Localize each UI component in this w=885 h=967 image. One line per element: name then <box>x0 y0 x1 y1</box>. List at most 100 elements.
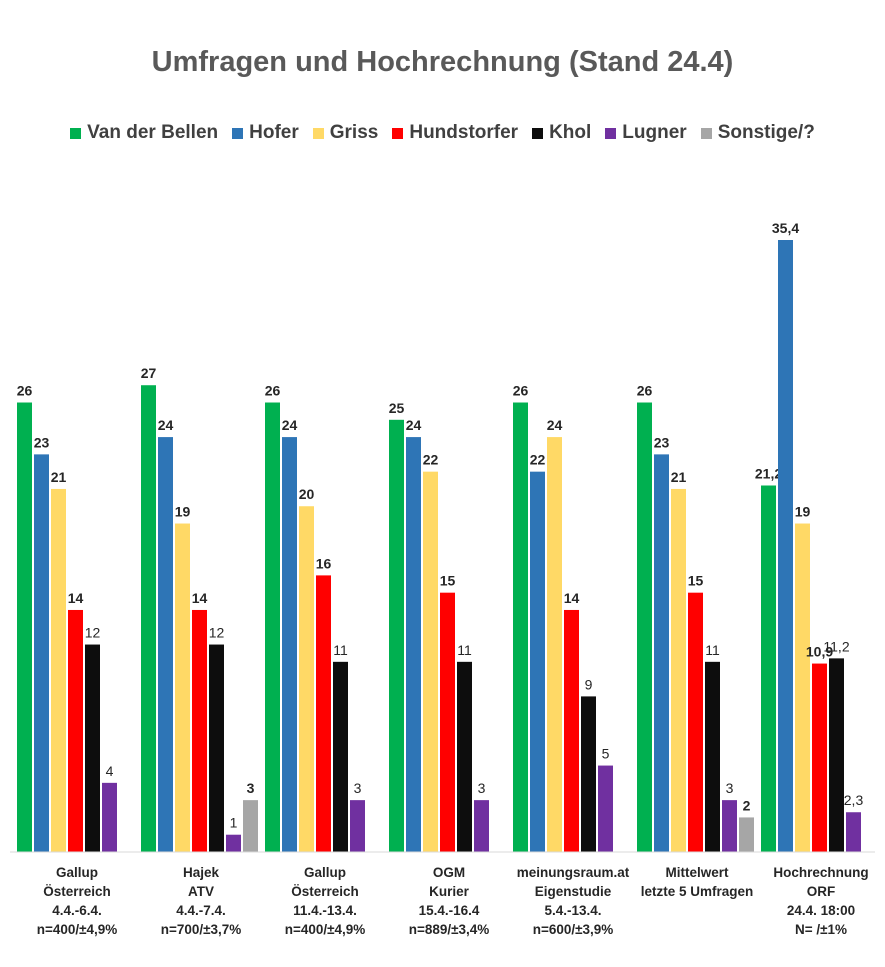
data-label: 4 <box>106 763 114 779</box>
data-label: 26 <box>637 383 653 399</box>
data-label: 24 <box>282 417 298 433</box>
category-label: 11.4.-13.4. <box>293 903 357 918</box>
bar <box>423 471 438 852</box>
category-label: 4.4.-6.4. <box>52 903 102 918</box>
data-label: 11,2 <box>823 638 849 654</box>
legend-swatch <box>312 127 324 139</box>
legend-label: Hundstorfer <box>409 122 519 143</box>
category-label: n=889/±3,4% <box>409 922 490 937</box>
bar <box>265 402 280 852</box>
category-label: 5.4.-13.4. <box>544 903 601 918</box>
category-label: Österreich <box>43 884 111 899</box>
bar <box>34 454 49 852</box>
bar <box>761 485 776 852</box>
category-label: Kurier <box>429 884 470 899</box>
bar <box>175 523 190 852</box>
bar <box>350 800 365 852</box>
legend-label: Khol <box>549 122 592 143</box>
data-label: 11 <box>333 642 348 658</box>
bar <box>513 402 528 852</box>
bar <box>671 488 686 852</box>
legend-item: Sonstige/? <box>700 122 815 144</box>
data-label: 24 <box>406 417 422 433</box>
data-label: 16 <box>316 555 332 571</box>
bar <box>333 661 348 852</box>
bar <box>226 834 241 852</box>
bar <box>564 609 579 852</box>
data-label: 20 <box>299 486 315 502</box>
bar <box>209 644 224 852</box>
data-label: 5 <box>602 746 610 762</box>
category-label: Mittelwert <box>665 865 729 880</box>
data-label: 11 <box>705 642 720 658</box>
bar <box>440 592 455 852</box>
data-label: 3 <box>726 780 734 796</box>
bar <box>795 523 810 852</box>
legend-item: Khol <box>532 122 591 144</box>
category-label: meinungsraum.at <box>517 865 630 880</box>
category-label: Gallup <box>304 865 346 880</box>
bar <box>846 812 861 852</box>
bar <box>192 609 207 852</box>
bar <box>722 800 737 852</box>
bar <box>812 663 827 852</box>
data-label: 14 <box>68 590 84 606</box>
bar <box>474 800 489 852</box>
legend-swatch <box>605 127 617 139</box>
data-label: 23 <box>34 434 50 450</box>
bar <box>598 765 613 852</box>
legend-swatch <box>232 127 244 139</box>
data-label: 2,3 <box>844 792 864 808</box>
bar-group: 26 24 20 16 11 3 <box>265 383 365 852</box>
data-label: 2 <box>743 797 751 813</box>
data-label: 19 <box>795 504 811 520</box>
category-label: OGM <box>433 865 465 880</box>
bar <box>637 402 652 852</box>
bar <box>581 696 596 852</box>
bar <box>102 782 117 852</box>
bar-group: 26 23 21 14 12 4 <box>17 383 117 852</box>
data-label: 3 <box>354 780 362 796</box>
data-label: 12 <box>85 625 101 641</box>
bar <box>51 488 66 852</box>
data-label: 22 <box>530 452 546 468</box>
data-label: 3 <box>478 780 486 796</box>
legend-swatch <box>70 127 82 139</box>
legend-item: Lugner <box>605 122 687 144</box>
legend-label: Sonstige/? <box>717 122 815 143</box>
bar <box>778 240 793 852</box>
bar <box>316 575 331 852</box>
category-label: Hochrechnung <box>773 865 868 880</box>
legend-label: Griss <box>329 122 379 143</box>
bar <box>243 800 258 852</box>
category-label: ATV <box>188 884 214 899</box>
category-label: letzte 5 Umfragen <box>641 884 754 899</box>
category-label: ORF <box>807 884 836 899</box>
data-label: 10,9 <box>806 644 833 660</box>
bar-group: 27 24 19 14 12 1 3 <box>141 365 258 852</box>
data-label: 15 <box>688 573 704 589</box>
legend: Van der Bellen Hofer Griss Hundstorfer Khol L… <box>0 122 885 144</box>
bar <box>457 661 472 852</box>
bar <box>158 437 173 852</box>
category-label: 4.4.-7.4. <box>176 903 226 918</box>
bar-group: 26 23 21 15 11 32 <box>637 383 754 852</box>
data-label: 24 <box>158 417 174 433</box>
category-label: Österreich <box>291 884 359 899</box>
data-label: 14 <box>564 590 580 606</box>
legend-label: Van der Bellen <box>87 122 219 143</box>
category-label: Eigenstudie <box>535 884 612 899</box>
bar <box>68 609 83 852</box>
category-label: Gallup <box>56 865 98 880</box>
bar <box>282 437 297 852</box>
bar <box>389 419 404 852</box>
data-label: 21 <box>51 469 67 485</box>
data-label: 11 <box>457 642 472 658</box>
data-label: 24 <box>547 417 563 433</box>
data-label: 27 <box>141 365 157 381</box>
bar <box>705 661 720 852</box>
bar <box>299 506 314 852</box>
data-label: 1 <box>230 815 238 831</box>
